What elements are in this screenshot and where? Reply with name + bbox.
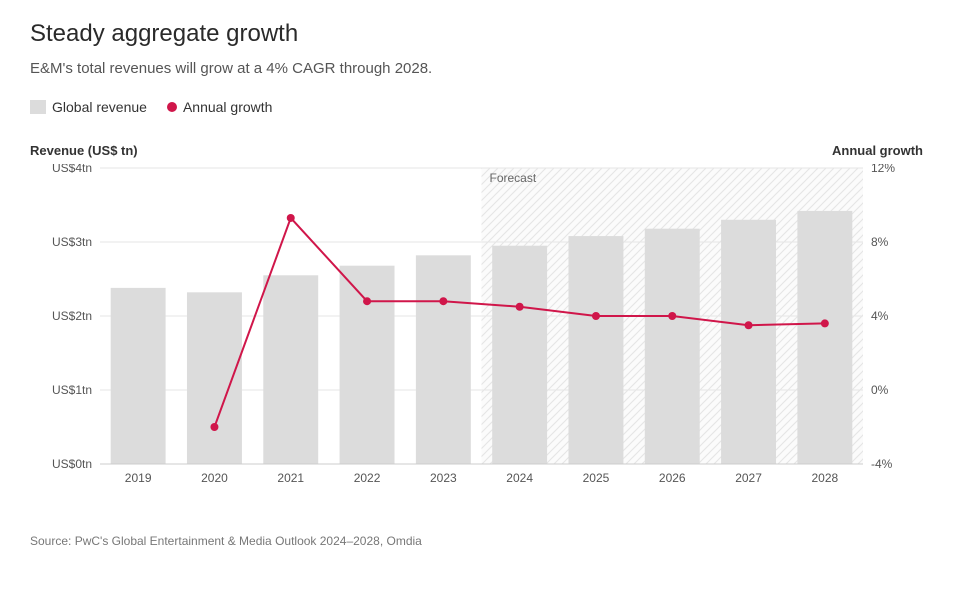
- line-marker: [592, 312, 600, 320]
- y-right-axis-title: Annual growth: [832, 143, 923, 158]
- svg-text:0%: 0%: [871, 383, 889, 397]
- line-marker: [516, 303, 524, 311]
- bar: [645, 229, 700, 464]
- chart-subtitle: E&M's total revenues will grow at a 4% C…: [30, 60, 923, 77]
- svg-text:US$4tn: US$4tn: [52, 164, 92, 175]
- bar: [340, 266, 395, 464]
- svg-text:2028: 2028: [811, 471, 838, 485]
- bar: [111, 288, 166, 464]
- svg-text:2020: 2020: [201, 471, 228, 485]
- legend: Global revenue Annual growth: [30, 99, 923, 115]
- line-marker: [363, 297, 371, 305]
- svg-text:US$0tn: US$0tn: [52, 457, 92, 471]
- svg-text:US$2tn: US$2tn: [52, 309, 92, 323]
- svg-text:2026: 2026: [659, 471, 686, 485]
- svg-text:12%: 12%: [871, 164, 895, 175]
- legend-line-label: Annual growth: [183, 99, 273, 115]
- svg-text:US$3tn: US$3tn: [52, 235, 92, 249]
- bar: [721, 220, 776, 464]
- bar: [568, 236, 623, 464]
- svg-text:2023: 2023: [430, 471, 457, 485]
- source-text: Source: PwC's Global Entertainment & Med…: [30, 534, 923, 548]
- svg-text:US$1tn: US$1tn: [52, 383, 92, 397]
- legend-bar-label: Global revenue: [52, 99, 147, 115]
- svg-text:2019: 2019: [125, 471, 152, 485]
- svg-text:2022: 2022: [354, 471, 381, 485]
- line-marker: [668, 312, 676, 320]
- line-marker: [745, 321, 753, 329]
- chart-area: Forecast US$0tn US$1tn US$2tn US$3tn US$4tn -4…: [30, 164, 923, 494]
- chart-svg: Forecast US$0tn US$1tn US$2tn US$3tn US$4tn -4…: [30, 164, 923, 494]
- chart-title: Steady aggregate growth: [30, 20, 923, 48]
- bar: [797, 211, 852, 464]
- svg-text:2024: 2024: [506, 471, 533, 485]
- forecast-label: Forecast: [490, 171, 537, 185]
- bar: [263, 275, 318, 464]
- svg-text:4%: 4%: [871, 309, 889, 323]
- svg-text:8%: 8%: [871, 235, 889, 249]
- line-marker: [439, 297, 447, 305]
- bar: [187, 292, 242, 464]
- line-marker: [210, 423, 218, 431]
- svg-text:2025: 2025: [583, 471, 610, 485]
- line-swatch-icon: [167, 102, 177, 112]
- line-marker: [287, 214, 295, 222]
- svg-text:-4%: -4%: [871, 457, 893, 471]
- y-left-axis-title: Revenue (US$ tn): [30, 143, 138, 158]
- bar-swatch-icon: [30, 100, 46, 114]
- svg-text:2027: 2027: [735, 471, 762, 485]
- legend-item-line: Annual growth: [167, 99, 273, 115]
- line-marker: [821, 319, 829, 327]
- bar: [492, 246, 547, 464]
- svg-text:2021: 2021: [277, 471, 304, 485]
- legend-item-bar: Global revenue: [30, 99, 147, 115]
- bar: [416, 255, 471, 464]
